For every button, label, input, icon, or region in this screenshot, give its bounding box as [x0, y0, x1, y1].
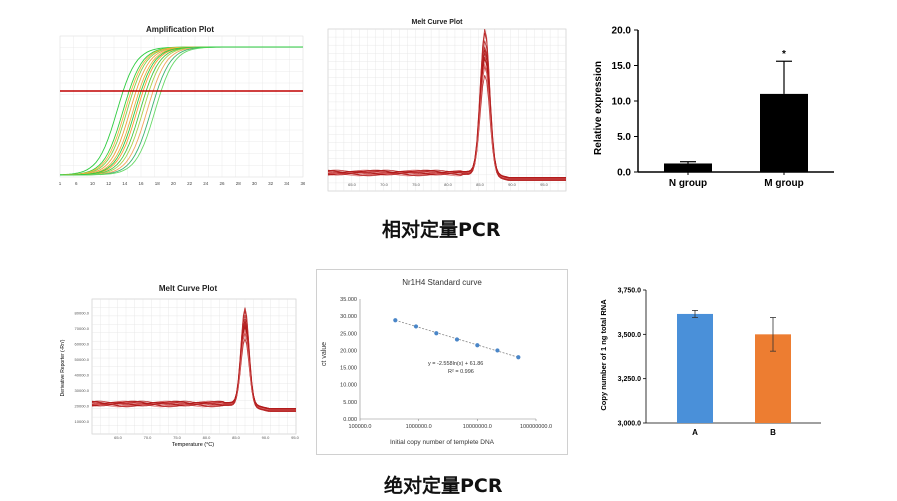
melt-curve-bottom-ylabel: Derivative Reporter (-Rn') — [60, 339, 66, 396]
rel-category-label: N group — [669, 178, 707, 189]
std-y-tick-label: 0.000 — [343, 417, 357, 423]
std-x-tick-label: 100000.0 — [349, 424, 372, 430]
relative-expression-ylabel: Relative expression — [593, 61, 604, 155]
copy-category-label: B — [770, 428, 776, 437]
melt2-y-tick: 50000.0 — [75, 357, 90, 362]
std-y-tick-label: 35.000 — [340, 297, 357, 303]
amp-x-tick: 18 — [155, 181, 161, 186]
std-y-tick-label: 5.000 — [343, 400, 357, 406]
melt2-x-tick: 95.0 — [291, 435, 300, 440]
amplification-curve — [59, 46, 303, 176]
amp-x-tick: 32 — [268, 181, 274, 186]
melt-curve-bottom-xlabel: Temperature (°C) — [172, 442, 214, 448]
copy-y-tick-label: 3,000.0 — [618, 421, 641, 428]
melt2-y-tick: 40000.0 — [75, 373, 90, 378]
copy-y-tick-label: 3,750.0 — [618, 288, 641, 295]
std-y-tick-label: 20.000 — [340, 348, 357, 354]
amp-x-tick: 34 — [284, 181, 290, 186]
amp-x-tick: 24 — [203, 181, 209, 186]
rel-y-tick-label: 20.0 — [612, 26, 632, 37]
copy-bar — [677, 313, 713, 423]
copy-y-tick-label: 3,500.0 — [618, 332, 641, 339]
melt1-x-tick: 95.0 — [540, 182, 549, 187]
melt-curve-top-title: Melt Curve Plot — [412, 19, 464, 26]
amp-x-tick: 16 — [138, 181, 144, 186]
melt-curve-plot-bottom: Melt Curve Plot Derivative Reporter (-Rn… — [60, 284, 300, 448]
standard-curve-equation: y = -2.558ln(x) + 61.86 — [428, 361, 483, 367]
amp-x-tick: 14 — [122, 181, 128, 186]
relative-qpcr-title: 相对定量PCR — [382, 219, 501, 241]
melt-curve-bottom-trace — [91, 310, 296, 412]
amp-x-tick: 22 — [187, 181, 193, 186]
std-y-tick-label: 30.000 — [340, 314, 357, 320]
absolute-qpcr-title: 绝对定量PCR — [384, 475, 503, 497]
melt2-y-tick: 20000.0 — [75, 404, 90, 409]
amp-x-tick: 12 — [106, 181, 112, 186]
melt1-x-tick: 70.0 — [380, 182, 389, 187]
standard-curve-xlabel: Initial copy number of templete DNA — [390, 439, 495, 446]
std-data-point — [454, 337, 460, 342]
std-y-tick-label: 10.000 — [340, 383, 357, 389]
amp-x-tick: 36 — [300, 181, 305, 186]
copy-number-chart: Copy number of 1 ng total RNA 3,000.0 3,2… — [599, 288, 821, 437]
std-data-point — [434, 331, 439, 336]
melt2-y-tick: 10000.0 — [75, 419, 90, 424]
std-data-point — [393, 318, 398, 323]
amp-x-tick: 6 — [75, 181, 78, 186]
rel-bar — [760, 93, 808, 172]
melt1-x-tick: 80.0 — [444, 182, 453, 187]
std-x-tick-label: 10000000.0 — [463, 424, 492, 430]
std-x-tick-label: 1000000.0 — [406, 424, 432, 430]
standard-curve-frame — [316, 269, 568, 455]
std-x-tick-label: 100000000.0 — [520, 424, 552, 430]
std-data-point — [516, 355, 521, 360]
amp-x-tick: 1 — [59, 181, 62, 186]
amplification-plot-title: Amplification Plot — [146, 25, 214, 34]
rel-category-label: M group — [764, 178, 803, 189]
melt-curve-bottom-title: Melt Curve Plot — [159, 284, 218, 293]
standard-curve-title: Nr1H4 Standard curve — [402, 278, 482, 287]
copy-number-ylabel: Copy number of 1 ng total RNA — [599, 299, 608, 411]
rel-y-tick-label: 10.0 — [612, 97, 632, 108]
rel-significance-mark: * — [782, 49, 786, 60]
copy-category-label: A — [692, 428, 698, 437]
rel-y-tick-label: 15.0 — [612, 61, 632, 72]
standard-curve-chart: Nr1H4 Standard curve ct value Initial co… — [316, 269, 568, 455]
rel-bar — [664, 163, 712, 172]
standard-curve-ylabel: ct value — [321, 342, 328, 366]
melt2-x-tick: 90.0 — [262, 435, 271, 440]
std-y-tick-label: 15.000 — [340, 366, 357, 372]
amp-x-tick: 26 — [219, 181, 225, 186]
melt2-y-tick: 70000.0 — [75, 326, 90, 331]
rel-y-tick-label: 0.0 — [617, 168, 631, 179]
melt1-x-tick: 85.0 — [476, 182, 485, 187]
melt2-y-tick: 80000.0 — [75, 311, 90, 316]
amp-x-tick: 28 — [236, 181, 242, 186]
standard-curve-r2: R² = 0.996 — [448, 369, 474, 375]
std-data-point — [495, 348, 500, 353]
relative-expression-chart: Relative expression 0.0 5.0 10.0 15.0 20.0 N … — [593, 26, 834, 189]
melt-curve-plot-top: Melt Curve Plot 65.0 70.0 75.0 80.0 85.0 90.0… — [327, 19, 567, 192]
amp-x-tick: 20 — [171, 181, 177, 186]
amp-x-tick: 30 — [252, 181, 258, 186]
melt2-y-tick: 30000.0 — [75, 388, 90, 393]
melt2-x-tick: 70.0 — [144, 435, 153, 440]
amplification-plot: Amplification Plot 1 6 10 12 14 16 18 20 22 24 26 2… — [59, 25, 305, 186]
melt1-x-tick: 90.0 — [508, 182, 517, 187]
melt-curve-top-trace — [327, 32, 566, 181]
melt2-x-tick: 80.0 — [203, 435, 212, 440]
amp-x-tick: 10 — [90, 181, 96, 186]
melt2-y-tick: 60000.0 — [75, 342, 90, 347]
melt2-x-tick: 85.0 — [232, 435, 241, 440]
std-data-point — [413, 324, 419, 329]
melt2-x-tick: 75.0 — [173, 435, 182, 440]
rel-y-tick-label: 5.0 — [617, 132, 631, 143]
melt2-x-tick: 65.0 — [114, 435, 123, 440]
melt1-x-tick: 75.0 — [412, 182, 421, 187]
copy-y-tick-label: 3,250.0 — [618, 376, 641, 383]
std-y-tick-label: 25.000 — [340, 331, 357, 337]
std-data-point — [475, 343, 480, 348]
melt1-x-tick: 65.0 — [348, 182, 357, 187]
